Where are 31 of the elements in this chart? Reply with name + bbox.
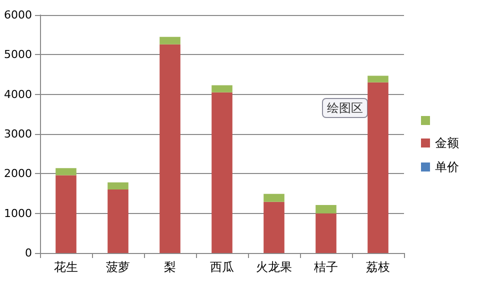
bar xyxy=(264,194,284,202)
annotation: 绘图区 xyxy=(327,101,363,115)
bar xyxy=(56,168,76,176)
y-tick-label: 3000 xyxy=(4,128,32,140)
bar xyxy=(368,76,388,82)
x-tick-label: 菠萝 xyxy=(106,260,130,274)
y-tick-label: 2000 xyxy=(4,167,32,180)
bar xyxy=(160,36,180,44)
bar xyxy=(108,182,128,190)
x-tick-label: 火龙果 xyxy=(256,260,292,274)
y-tick-label: 0 xyxy=(25,246,32,260)
bar xyxy=(264,202,284,253)
y-tick-label: 4000 xyxy=(4,88,32,101)
y-tick-label: 6000 xyxy=(4,8,32,22)
legend-label: 单价 xyxy=(435,160,459,174)
bar xyxy=(316,205,336,214)
bar xyxy=(108,190,128,253)
x-tick-label: 桔子 xyxy=(313,260,338,274)
bar xyxy=(160,44,180,253)
bar xyxy=(212,85,232,92)
bar xyxy=(212,92,232,253)
x-tick-label: 花生 xyxy=(54,260,78,274)
y-tick-label: 5000 xyxy=(4,48,32,62)
bar xyxy=(368,82,388,253)
x-tick-label: 西瓜 xyxy=(210,260,234,274)
x-tick-label: 梨 xyxy=(164,260,176,274)
x-tick-label: 荔枝 xyxy=(366,260,390,274)
y-tick-label: 1000 xyxy=(4,206,32,220)
bar xyxy=(56,175,76,253)
legend-label: 金额 xyxy=(435,136,459,150)
bar xyxy=(316,213,336,253)
